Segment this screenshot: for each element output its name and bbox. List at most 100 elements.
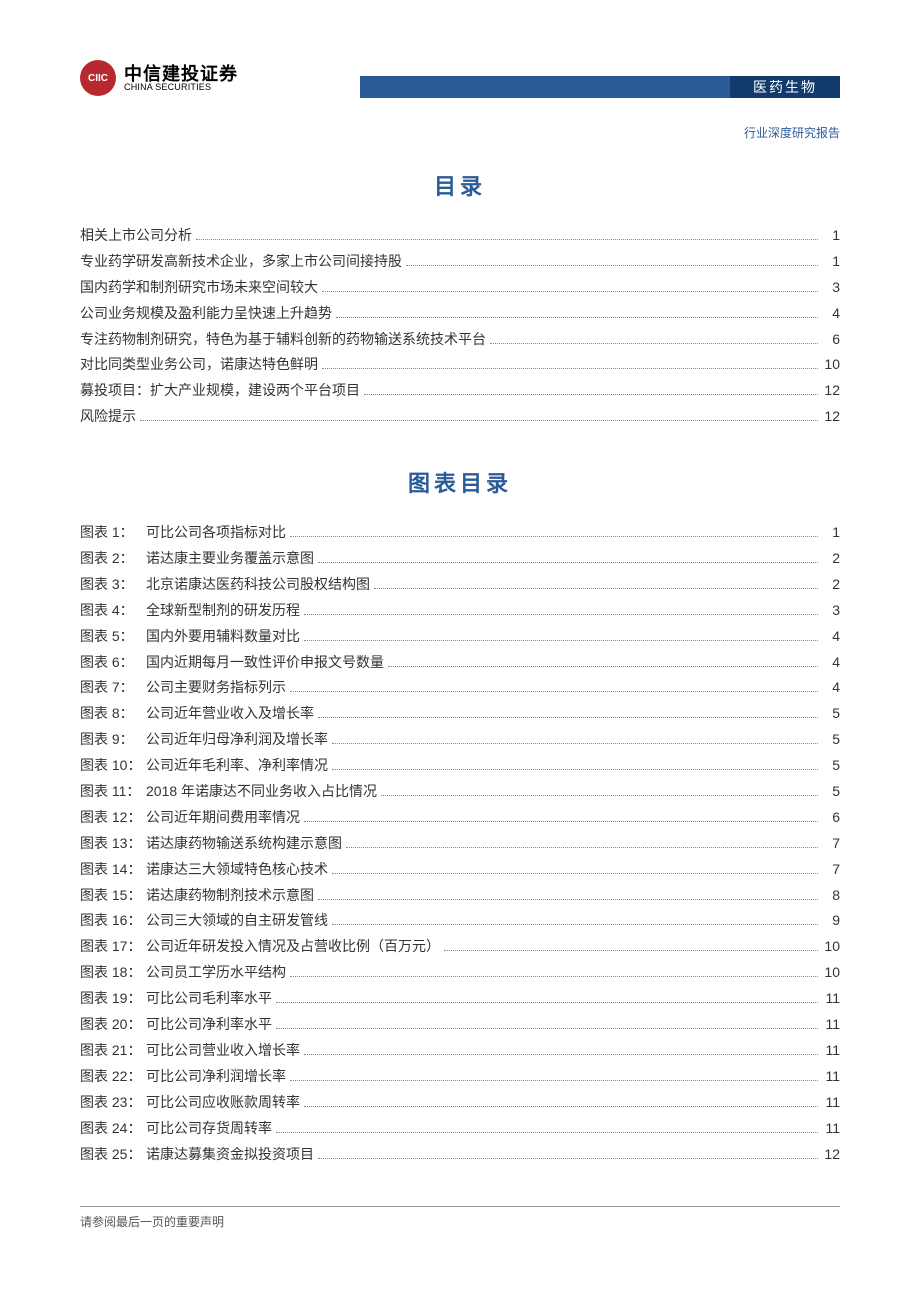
figures-title: 图表目录 <box>80 466 840 498</box>
toc-entry-label: 专业药学研发高新技术企业，多家上市公司间接持股 <box>80 249 402 275</box>
figure-entry-label: 国内近期每月一致性评价申报文号数量 <box>146 650 384 676</box>
figure-entry-label: 可比公司营业收入增长率 <box>146 1038 300 1064</box>
figure-entry-label: 国内外要用辅料数量对比 <box>146 624 300 650</box>
figure-row[interactable]: 图表 11：2018 年诺康达不同业务收入占比情况5 <box>80 779 840 805</box>
figure-entry-page: 12 <box>822 1142 840 1168</box>
toc-leader-dots <box>304 614 818 615</box>
toc-leader-dots <box>276 1002 818 1003</box>
toc-leader-dots <box>332 924 818 925</box>
figure-entry-label: 可比公司毛利率水平 <box>146 986 272 1012</box>
figure-row[interactable]: 图表 22：可比公司净利润增长率11 <box>80 1064 840 1090</box>
toc-row[interactable]: 国内药学和制剂研究市场未来空间较大 3 <box>80 275 840 301</box>
logo-en: CHINA SECURITIES <box>124 83 238 92</box>
toc-row[interactable]: 对比同类型业务公司，诺康达特色鲜明10 <box>80 352 840 378</box>
toc-entry-page: 12 <box>822 378 840 404</box>
figure-row[interactable]: 图表 7：公司主要财务指标列示4 <box>80 675 840 701</box>
figure-entry-label: 公司主要财务指标列示 <box>146 675 286 701</box>
toc-leader-dots <box>318 562 818 563</box>
figure-row[interactable]: 图表 9：公司近年归母净利润及增长率5 <box>80 727 840 753</box>
figure-row[interactable]: 图表 19：可比公司毛利率水平11 <box>80 986 840 1012</box>
figure-entry-page: 6 <box>822 805 840 831</box>
toc-row[interactable]: 专业药学研发高新技术企业，多家上市公司间接持股1 <box>80 249 840 275</box>
figure-entry-page: 11 <box>822 1038 840 1064</box>
figure-entry-label: 可比公司净利率水平 <box>146 1012 272 1038</box>
figure-entry-page: 9 <box>822 908 840 934</box>
figure-row[interactable]: 图表 15：诺达康药物制剂技术示意图8 <box>80 883 840 909</box>
figure-prefix: 图表 16： <box>80 908 146 934</box>
figure-row[interactable]: 图表 16：公司三大领域的自主研发管线 9 <box>80 908 840 934</box>
figure-row[interactable]: 图表 17：公司近年研发投入情况及占营收比例（百万元）10 <box>80 934 840 960</box>
figure-row[interactable]: 图表 1：可比公司各项指标对比1 <box>80 520 840 546</box>
toc-entry-page: 4 <box>822 301 840 327</box>
figure-prefix: 图表 14： <box>80 857 146 883</box>
figure-prefix: 图表 10： <box>80 753 146 779</box>
figure-row[interactable]: 图表 13：诺达康药物输送系统构建示意图7 <box>80 831 840 857</box>
figure-prefix: 图表 12： <box>80 805 146 831</box>
figure-entry-label: 公司三大领域的自主研发管线 <box>146 908 328 934</box>
toc-entry-page: 3 <box>822 275 840 301</box>
toc-row[interactable]: 专注药物制剂研究，特色为基于辅料创新的药物输送系统技术平台6 <box>80 327 840 353</box>
figure-entry-page: 2 <box>822 546 840 572</box>
toc-leader-dots <box>304 640 818 641</box>
figure-prefix: 图表 3： <box>80 572 146 598</box>
figure-entry-label: 全球新型制剂的研发历程 <box>146 598 300 624</box>
figure-entry-page: 11 <box>822 1090 840 1116</box>
toc-entry-label: 募投项目：扩大产业规模，建设两个平台项目 <box>80 378 360 404</box>
toc-row[interactable]: 募投项目：扩大产业规模，建设两个平台项目 12 <box>80 378 840 404</box>
figure-row[interactable]: 图表 20：可比公司净利率水平11 <box>80 1012 840 1038</box>
figure-prefix: 图表 5： <box>80 624 146 650</box>
toc-entry-label: 国内药学和制剂研究市场未来空间较大 <box>80 275 318 301</box>
figure-row[interactable]: 图表 14：诺康达三大领域特色核心技术7 <box>80 857 840 883</box>
logo-cn: 中信建投证券 <box>124 65 238 83</box>
figure-row[interactable]: 图表 12：公司近年期间费用率情况6 <box>80 805 840 831</box>
toc-leader-dots <box>318 899 818 900</box>
toc-leader-dots <box>304 821 818 822</box>
figure-entry-page: 5 <box>822 779 840 805</box>
figure-row[interactable]: 图表 3：北京诺康达医药科技公司股权结构图2 <box>80 572 840 598</box>
toc-entry-label: 公司业务规模及盈利能力呈快速上升趋势 <box>80 301 332 327</box>
figure-row[interactable]: 图表 18：公司员工学历水平结构10 <box>80 960 840 986</box>
toc-row[interactable]: 公司业务规模及盈利能力呈快速上升趋势 4 <box>80 301 840 327</box>
figure-row[interactable]: 图表 25：诺康达募集资金拟投资项目12 <box>80 1142 840 1168</box>
toc-leader-dots <box>322 291 818 292</box>
figure-row[interactable]: 图表 2：诺达康主要业务覆盖示意图 2 <box>80 546 840 572</box>
toc-leader-dots <box>332 743 818 744</box>
toc-leader-dots <box>290 536 818 537</box>
figure-prefix: 图表 2： <box>80 546 146 572</box>
page-container: CIIC 中信建投证券 CHINA SECURITIES 医药生物 行业深度研究… <box>0 0 920 1243</box>
toc-leader-dots <box>336 317 818 318</box>
figure-row[interactable]: 图表 6：国内近期每月一致性评价申报文号数量4 <box>80 650 840 676</box>
toc-leader-dots <box>346 847 818 848</box>
toc-row[interactable]: 相关上市公司分析1 <box>80 223 840 249</box>
figure-entry-label: 诺达康主要业务覆盖示意图 <box>146 546 314 572</box>
toc-row[interactable]: 风险提示12 <box>80 404 840 430</box>
figure-row[interactable]: 图表 24：可比公司存货周转率11 <box>80 1116 840 1142</box>
figures-list: 图表 1：可比公司各项指标对比1图表 2：诺达康主要业务覆盖示意图 2图表 3：北… <box>80 520 840 1167</box>
figure-row[interactable]: 图表 8：公司近年营业收入及增长率5 <box>80 701 840 727</box>
toc-leader-dots <box>490 343 818 344</box>
figure-row[interactable]: 图表 4：全球新型制剂的研发历程3 <box>80 598 840 624</box>
figure-row[interactable]: 图表 23：可比公司应收账款周转率11 <box>80 1090 840 1116</box>
toc-leader-dots <box>406 265 818 266</box>
toc-title: 目录 <box>80 169 840 201</box>
figure-row[interactable]: 图表 21：可比公司营业收入增长率11 <box>80 1038 840 1064</box>
figure-row[interactable]: 图表 10：公司近年毛利率、净利率情况5 <box>80 753 840 779</box>
figure-entry-page: 4 <box>822 624 840 650</box>
figure-prefix: 图表 24： <box>80 1116 146 1142</box>
figure-prefix: 图表 18： <box>80 960 146 986</box>
toc-list: 相关上市公司分析1专业药学研发高新技术企业，多家上市公司间接持股1国内药学和制剂… <box>80 223 840 430</box>
logo-icon: CIIC <box>80 60 116 96</box>
toc-leader-dots <box>388 666 818 667</box>
figure-entry-page: 7 <box>822 831 840 857</box>
figure-row[interactable]: 图表 5：国内外要用辅料数量对比 4 <box>80 624 840 650</box>
figure-prefix: 图表 6： <box>80 650 146 676</box>
toc-entry-page: 10 <box>822 352 840 378</box>
toc-entry-label: 相关上市公司分析 <box>80 223 192 249</box>
toc-leader-dots <box>276 1132 818 1133</box>
figure-entry-label: 公司近年研发投入情况及占营收比例（百万元） <box>146 934 440 960</box>
toc-entry-page: 12 <box>822 404 840 430</box>
figure-entry-label: 诺康达募集资金拟投资项目 <box>146 1142 314 1168</box>
toc-leader-dots <box>364 394 818 395</box>
category-badge: 医药生物 <box>730 76 840 98</box>
toc-leader-dots <box>276 1028 818 1029</box>
